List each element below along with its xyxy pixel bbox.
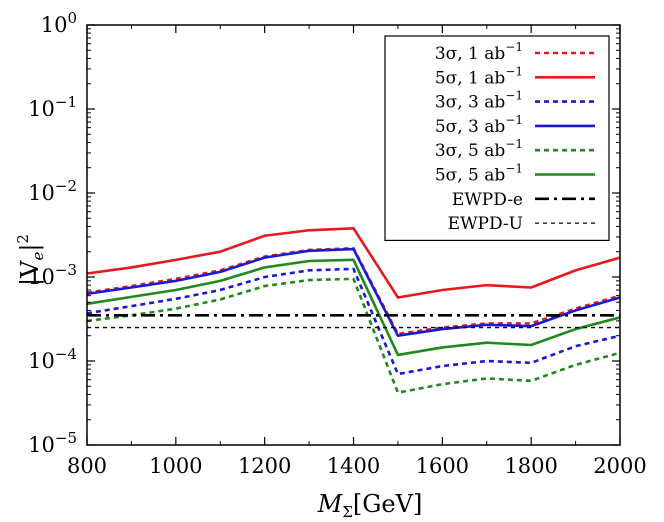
legend: 3σ, 1 ab−15σ, 1 ab−13σ, 3 ab−15σ, 3 ab−1… (384, 35, 610, 241)
legend-label: 3σ, 3 ab−1 (435, 89, 523, 113)
y-tick-label: 10−4 (28, 345, 77, 373)
x-tick-label: 1000 (149, 454, 202, 478)
y-axis-title: |Ve|2 (14, 234, 47, 286)
tick-layer: 800 1000 1200 1400 1600 1800 2000 10−5 10−4 10−3 1… (28, 9, 647, 478)
x-tick-label: 1200 (238, 454, 291, 478)
x-tick-label: 1600 (416, 454, 469, 478)
y-tick-label: 10−5 (28, 429, 77, 457)
y-tick-label: 10−1 (28, 93, 77, 121)
legend-label: 5σ, 3 ab−1 (435, 113, 523, 137)
y-tick-label: 10−2 (28, 177, 77, 205)
legend-label: 5σ, 1 ab−1 (435, 64, 523, 88)
y-tick-label: 100 (41, 9, 77, 37)
x-tick-label: 800 (67, 454, 107, 478)
x-tick-label: 1400 (327, 454, 380, 478)
series-layer (86, 227, 621, 394)
legend-label: EWPD-e (452, 190, 523, 210)
x-tick-label: 1800 (504, 454, 557, 478)
series-line-3-5-3-ab (86, 247, 621, 338)
legend-label: 3σ, 5 ab−1 (435, 137, 523, 161)
y-tick-label: 10−3 (28, 261, 77, 289)
legend-label: 3σ, 1 ab−1 (435, 40, 523, 64)
series-line-5-5-5-ab (86, 258, 621, 357)
legend-label: 5σ, 5 ab−1 (435, 162, 523, 186)
legend-box (384, 35, 610, 241)
x-tick-label: 2000 (593, 454, 646, 478)
x-axis-title: MΣ[GeV] (317, 490, 423, 521)
legend-label: EWPD-U (448, 214, 523, 234)
series-line-1-5-1-ab (86, 227, 621, 299)
series-line-2-3-3-ab (86, 267, 621, 376)
series-line-4-3-5-ab (86, 277, 621, 394)
